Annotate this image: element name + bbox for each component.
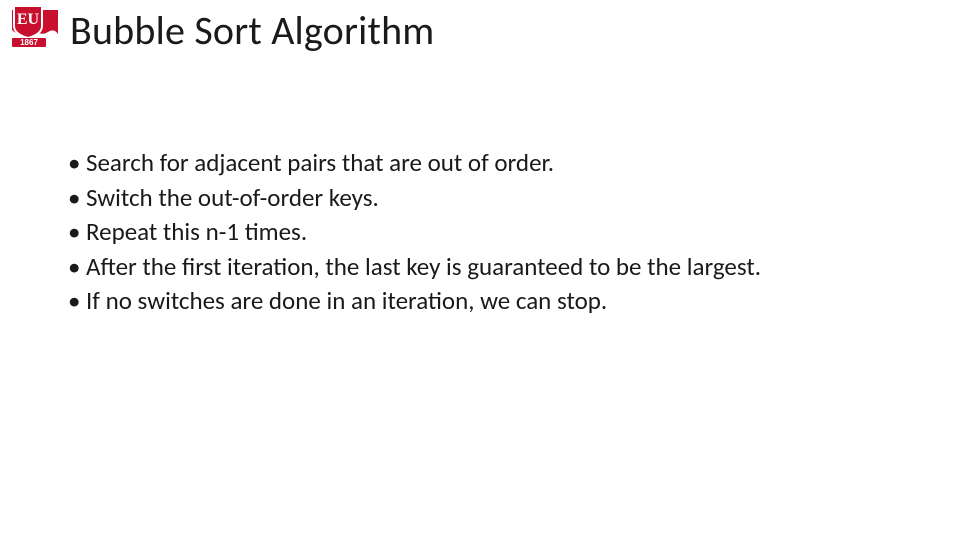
slide: EU 1867 Bubble Sort Algorithm • Search f…	[0, 0, 960, 540]
list-item: • If no switches are done in an iteratio…	[68, 284, 898, 319]
bullet-list: • Search for adjacent pairs that are out…	[68, 146, 898, 319]
slide-title: Bubble Sort Algorithm	[70, 6, 434, 55]
logo-letters: EU	[17, 11, 40, 28]
bullet-text: Switch the out-of-order keys.	[86, 181, 898, 216]
bullet-text: If no switches are done in an iteration,…	[86, 284, 898, 319]
list-item: • Switch the out-of-order keys.	[68, 181, 898, 216]
eu-logo: EU 1867	[8, 4, 64, 48]
bullet-icon: •	[68, 284, 86, 319]
bullet-icon: •	[68, 250, 86, 285]
logo-year: 1867	[20, 38, 38, 47]
bullet-text: After the first iteration, the last key …	[86, 250, 898, 285]
bullet-icon: •	[68, 146, 86, 181]
list-item: • Repeat this n-1 times.	[68, 215, 898, 250]
list-item: • After the first iteration, the last ke…	[68, 250, 898, 285]
bullet-icon: •	[68, 181, 86, 216]
list-item: • Search for adjacent pairs that are out…	[68, 146, 898, 181]
bullet-icon: •	[68, 215, 86, 250]
bullet-text: Search for adjacent pairs that are out o…	[86, 146, 898, 181]
bullet-text: Repeat this n-1 times.	[86, 215, 898, 250]
